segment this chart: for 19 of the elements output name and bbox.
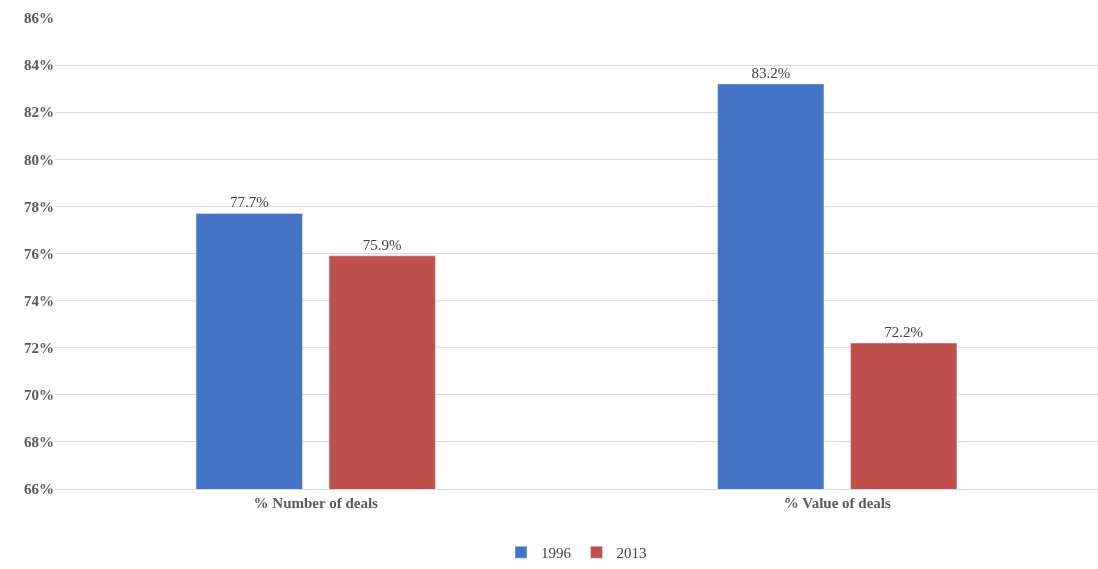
y-tick-label: 66% <box>24 481 54 498</box>
x-tick-label: % Value of deals <box>783 495 891 511</box>
y-tick-label: 76% <box>24 245 54 262</box>
x-tick-label: % Number of deals <box>253 495 379 511</box>
y-tick-label: 74% <box>24 292 54 309</box>
data-label: 75.9% <box>362 236 402 253</box>
y-tick-label: 78% <box>24 198 54 215</box>
legend-label: 1996 <box>541 545 572 562</box>
y-tick-label: 82% <box>24 104 54 121</box>
y-tick-label: 68% <box>24 434 54 451</box>
data-label: 72.2% <box>884 323 924 340</box>
data-label: 83.2% <box>751 64 791 81</box>
y-tick-label: 80% <box>24 151 54 168</box>
legend-label: 2013 <box>616 545 647 562</box>
y-tick-label: 70% <box>24 387 54 404</box>
y-tick-label: 86% <box>24 10 54 27</box>
y-tick-label: 72% <box>24 339 54 356</box>
y-tick-label: 84% <box>24 57 54 74</box>
data-label: 77.7% <box>229 194 269 211</box>
